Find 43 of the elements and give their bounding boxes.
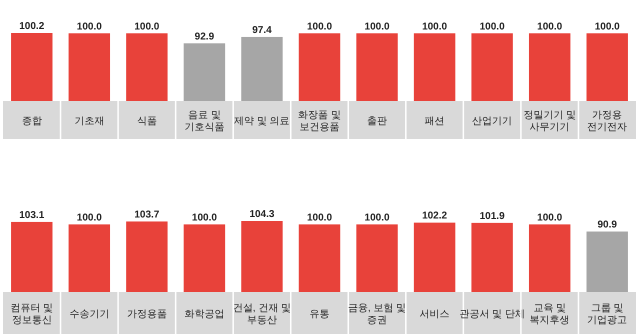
data-label: 100.0 (364, 21, 390, 32)
x-tick-label: 유통 (310, 309, 330, 320)
data-label: 103.7 (134, 209, 160, 220)
data-label: 102.2 (422, 210, 448, 222)
data-label: 100.0 (306, 21, 332, 32)
x-tick-label: 종합 (22, 116, 42, 127)
data-label: 92.9 (194, 31, 215, 42)
x-tick-label: 가정용 전기전자 (587, 110, 628, 133)
x-tick-label: 출판 (367, 116, 388, 127)
data-label: 100.0 (306, 212, 332, 224)
data-label: 97.4 (252, 24, 272, 36)
data-label: 100.0 (192, 212, 218, 224)
data-label: 100.2 (19, 21, 45, 32)
x-tick-label: 서비스 (420, 309, 450, 320)
x-tick-label: 제약 및 의료 (234, 116, 290, 127)
x-tick-label: 음료 및 기호식품 (184, 110, 224, 133)
data-label: 100.0 (537, 212, 563, 224)
x-tick-label: 금융, 보험 및 증권 (348, 303, 406, 326)
x-tick-label: 교육 및 복지후생 (530, 303, 570, 326)
data-label: 103.1 (19, 210, 45, 221)
x-tick-label: 화장품 및 보건용품 (298, 110, 341, 133)
x-tick-label: 정밀기기 및 사무기기 (523, 110, 576, 133)
data-label: 100.0 (594, 21, 620, 32)
data-label: 100.0 (537, 21, 563, 32)
x-tick-label: 그룹 및 기업광고 (587, 303, 628, 326)
x-tick-label: 건설, 건재 및 부동산 (232, 303, 292, 326)
data-label: 100.0 (422, 21, 448, 32)
x-tick-label: 컴퓨터 및 정보통신 (10, 303, 54, 326)
x-tick-label: 산업기기 (472, 116, 512, 127)
x-tick-label: 수송기기 (69, 309, 110, 320)
data-label: 100.0 (76, 21, 102, 32)
data-label: 100.0 (364, 212, 390, 224)
x-tick-label: 기초재 (74, 116, 104, 127)
x-tick-label: 식품 (136, 116, 157, 127)
data-label: 90.9 (597, 220, 618, 231)
data-label: 101.9 (480, 210, 506, 222)
data-label: 104.3 (249, 209, 275, 220)
data-label: 100.0 (480, 21, 506, 32)
data-label: 100.0 (134, 21, 160, 32)
data-label: 100.0 (76, 212, 102, 224)
x-tick-label: 패션 (424, 116, 445, 127)
x-tick-label: 가정용품 (126, 309, 167, 320)
x-tick-label: 화학공업 (184, 309, 224, 320)
